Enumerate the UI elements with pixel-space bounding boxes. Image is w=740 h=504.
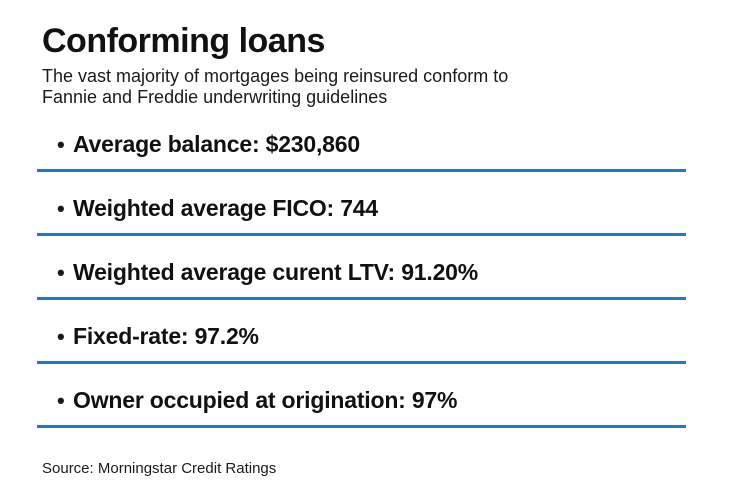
fact-label: Fixed-rate: 97.2% — [73, 323, 259, 350]
fact-label: Weighted average FICO: 744 — [73, 195, 378, 222]
header: Conforming loans The vast majority of mo… — [42, 22, 698, 108]
bullet-icon: • — [57, 196, 65, 222]
fact-label: Weighted average curent LTV: 91.20% — [73, 259, 479, 286]
fact-item-weighted-average-fico: • Weighted average FICO: 744 — [37, 193, 686, 237]
fact-list: • Average balance: $230,860 • Weighted ave… — [37, 129, 686, 429]
subtitle: The vast majority of mortgages being rei… — [42, 66, 698, 108]
subtitle-line-2: Fannie and Freddie underwriting guidelin… — [42, 87, 388, 108]
fact-item-owner-occupied: • Owner occupied at origination: 97% — [37, 385, 686, 429]
source-attribution: Source: Morningstar Credit Ratings — [42, 460, 277, 478]
fact-item-average-balance: • Average balance: $230,860 — [37, 129, 686, 173]
bullet-icon: • — [57, 388, 65, 414]
bullet-icon: • — [57, 324, 65, 350]
bullet-icon: • — [57, 260, 65, 286]
page-title: Conforming loans — [42, 22, 325, 60]
factbox-graphic: Conforming loans The vast majority of mo… — [0, 22, 740, 504]
fact-label: Owner occupied at origination: 97% — [73, 387, 458, 414]
fact-item-weighted-average-current-ltv: • Weighted average curent LTV: 91.20% — [37, 257, 686, 301]
fact-label: Average balance: $230,860 — [73, 131, 360, 158]
bullet-icon: • — [57, 132, 65, 158]
subtitle-line-1: The vast majority of mortgages being rei… — [42, 66, 509, 87]
fact-item-fixed-rate: • Fixed-rate: 97.2% — [37, 321, 686, 365]
